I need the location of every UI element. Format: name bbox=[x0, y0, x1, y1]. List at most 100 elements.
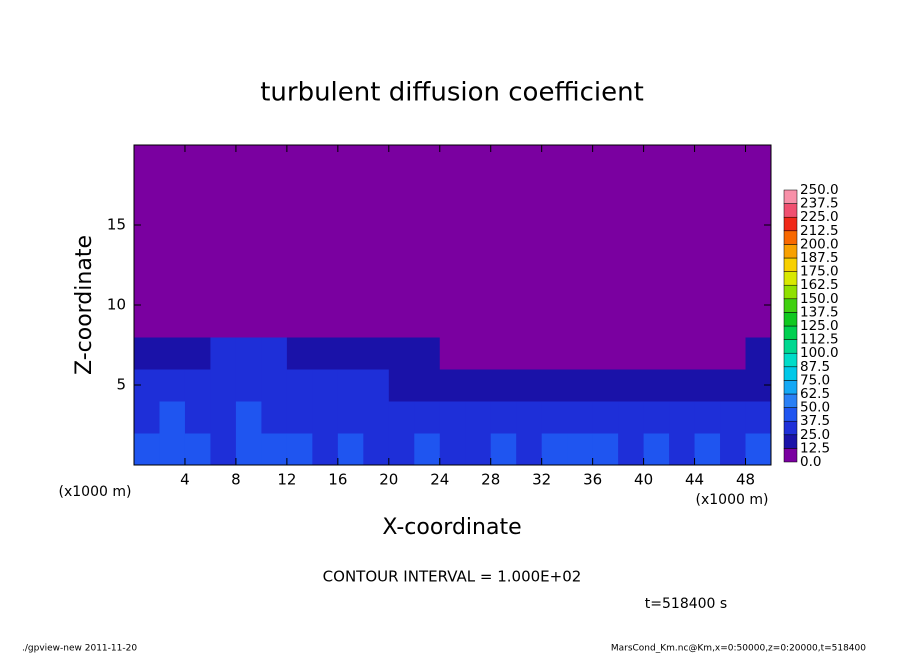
field-cell bbox=[516, 337, 543, 370]
field-cell bbox=[261, 369, 288, 402]
field-cell bbox=[592, 401, 619, 434]
field-cell bbox=[694, 369, 721, 402]
x-tick-label: 8 bbox=[231, 471, 241, 489]
field-cell bbox=[618, 401, 645, 434]
field-cell bbox=[159, 369, 186, 402]
field-cell bbox=[134, 337, 160, 370]
field-cell bbox=[235, 209, 262, 242]
field-cell bbox=[465, 145, 492, 178]
field-cell bbox=[235, 401, 262, 434]
field-cell bbox=[745, 433, 772, 466]
field-cell bbox=[465, 241, 492, 274]
field-cell bbox=[159, 241, 186, 274]
field-cell bbox=[184, 273, 211, 306]
field-cell bbox=[541, 401, 568, 434]
field-cell bbox=[439, 305, 466, 338]
field-cell bbox=[261, 337, 288, 370]
field-cell bbox=[490, 305, 517, 338]
field-cell bbox=[541, 209, 568, 242]
field-cell bbox=[210, 273, 237, 306]
field-cell bbox=[618, 305, 645, 338]
field-cell bbox=[669, 209, 696, 242]
field-cell bbox=[720, 209, 747, 242]
x-tick-label: 36 bbox=[583, 471, 602, 489]
colorbar-label: 12.5 bbox=[800, 440, 830, 456]
field-cell bbox=[235, 177, 262, 210]
field-cell bbox=[516, 241, 543, 274]
x-tick-label: 44 bbox=[685, 471, 704, 489]
field-cell bbox=[541, 305, 568, 338]
x-tick-label: 32 bbox=[532, 471, 551, 489]
field-cell bbox=[235, 273, 262, 306]
field-cell bbox=[745, 241, 772, 274]
field-cell bbox=[388, 241, 415, 274]
x-tick-label: 4 bbox=[180, 471, 190, 489]
colorbar-label: 137.5 bbox=[800, 304, 839, 320]
field-cell bbox=[694, 209, 721, 242]
field-cell bbox=[618, 337, 645, 370]
field-cell bbox=[694, 433, 721, 466]
field-cell bbox=[643, 209, 670, 242]
field-cell bbox=[414, 337, 441, 370]
field-cell bbox=[720, 145, 747, 178]
colorbar-box bbox=[783, 407, 798, 422]
field-cell bbox=[516, 305, 543, 338]
field-cell bbox=[134, 401, 160, 434]
field-cell bbox=[745, 145, 772, 178]
field-cell bbox=[745, 305, 772, 338]
field-cell bbox=[235, 145, 262, 178]
field-cell bbox=[669, 433, 696, 466]
field-cell bbox=[465, 305, 492, 338]
x-tick-label: 40 bbox=[634, 471, 653, 489]
field-cell bbox=[516, 401, 543, 434]
field-cell bbox=[312, 337, 339, 370]
y-tick-label: 5 bbox=[116, 376, 126, 394]
colorbar-label: 175.0 bbox=[800, 264, 839, 280]
field-cell bbox=[312, 401, 339, 434]
field-cell bbox=[669, 305, 696, 338]
field-cell bbox=[388, 209, 415, 242]
field-cell bbox=[184, 369, 211, 402]
colorbar-label: 0.0 bbox=[800, 454, 821, 470]
field-cell bbox=[669, 369, 696, 402]
field-cell bbox=[363, 337, 390, 370]
field-cell bbox=[235, 433, 262, 466]
field-cell bbox=[439, 337, 466, 370]
colorbar-box bbox=[783, 434, 798, 449]
field-cell bbox=[745, 337, 772, 370]
field-cell bbox=[669, 273, 696, 306]
field-cell bbox=[286, 305, 313, 338]
field-cell bbox=[261, 209, 288, 242]
field-cell bbox=[134, 145, 160, 178]
field-cell bbox=[669, 337, 696, 370]
field-cell bbox=[490, 177, 517, 210]
field-cell bbox=[363, 305, 390, 338]
field-cell bbox=[567, 177, 594, 210]
field-cell bbox=[312, 209, 339, 242]
field-cell bbox=[643, 433, 670, 466]
field-cell bbox=[184, 241, 211, 274]
x-tick-label: 16 bbox=[328, 471, 347, 489]
field-cell bbox=[159, 305, 186, 338]
field-cell bbox=[184, 305, 211, 338]
field-cell bbox=[414, 433, 441, 466]
field-cell bbox=[184, 177, 211, 210]
field-cell bbox=[516, 369, 543, 402]
field-cell bbox=[567, 401, 594, 434]
field-cell bbox=[159, 209, 186, 242]
colorbar-label: 37.5 bbox=[800, 413, 830, 429]
field-cell bbox=[643, 305, 670, 338]
field-cell bbox=[541, 177, 568, 210]
field-cell bbox=[490, 145, 517, 178]
field-cell bbox=[439, 433, 466, 466]
field-cell bbox=[694, 273, 721, 306]
field-cell bbox=[516, 273, 543, 306]
field-cell bbox=[592, 209, 619, 242]
field-cell bbox=[261, 305, 288, 338]
field-cell bbox=[567, 369, 594, 402]
y-axis-label: Z-coordinate bbox=[72, 235, 97, 375]
field-cell bbox=[159, 273, 186, 306]
field-cell bbox=[592, 305, 619, 338]
field-cell bbox=[134, 305, 160, 338]
field-cell bbox=[363, 369, 390, 402]
